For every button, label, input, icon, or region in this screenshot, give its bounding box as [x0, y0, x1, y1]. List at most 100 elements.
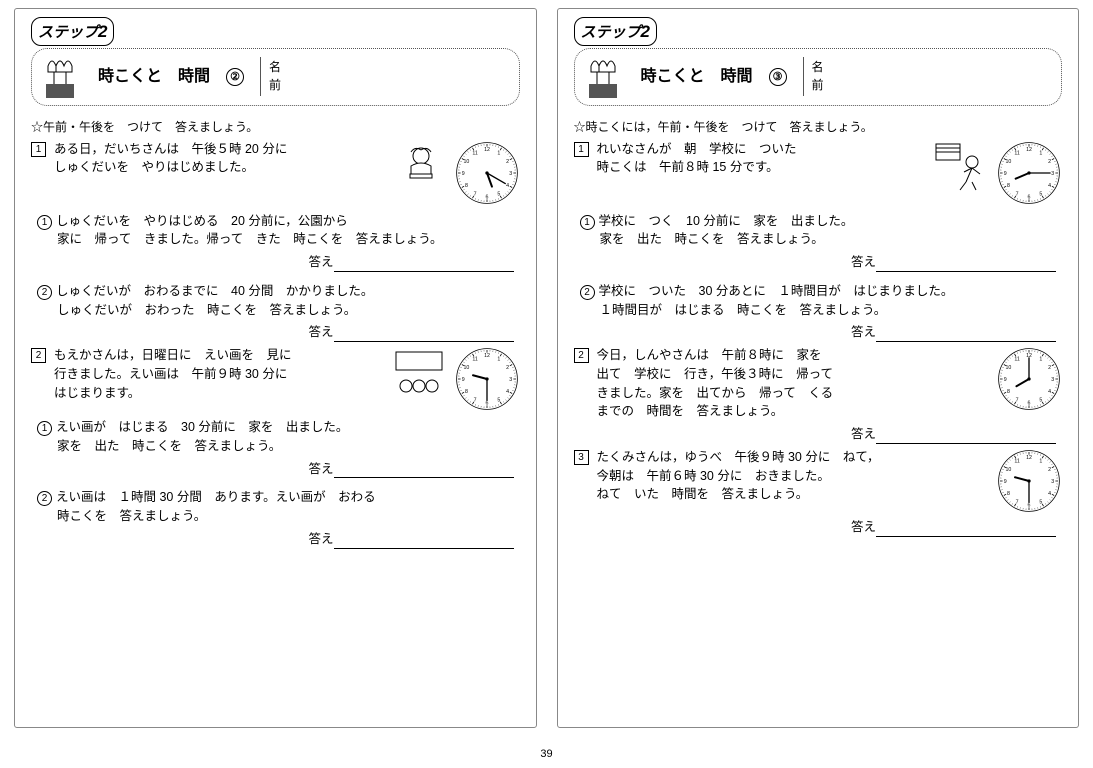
- clock-icon: 121234567891011: [454, 346, 520, 412]
- section-number: 2: [31, 348, 46, 363]
- svg-text:11: 11: [472, 150, 478, 156]
- section-3: 3 たくみさんは，ゆうべ 午後９時 30 分に ねて， 今朝は 午前６時 30 …: [574, 448, 1063, 514]
- question-1-1: 1学校に つく 10 分前に 家を 出ました。 家を 出た 時こくを 答えましょ…: [574, 212, 1063, 250]
- question-2-2: 2えい画は １時間 30 分間 あります。えい画が おわる 時こくを 答えましょ…: [31, 488, 520, 526]
- svg-text:7: 7: [1016, 499, 1019, 505]
- answer-line[interactable]: 答え: [31, 323, 520, 342]
- svg-text:1: 1: [497, 356, 500, 362]
- svg-text:4: 4: [506, 182, 509, 188]
- worksheet-left: ステップ2 時こくと 時間 ② 名 前 午前・午後を つけて 答えましょう。: [14, 8, 537, 728]
- svg-text:11: 11: [472, 356, 478, 362]
- worksheet-title: 時こくと 時間 ②: [98, 65, 244, 89]
- svg-text:2: 2: [1048, 365, 1051, 371]
- svg-text:11: 11: [1014, 150, 1020, 156]
- section-2: 2 もえかさんは，日曜日に えい画を 見に 行きました。えい画は 午前９時 30…: [31, 346, 520, 412]
- section-number: 3: [574, 450, 589, 465]
- svg-text:10: 10: [1005, 467, 1011, 473]
- svg-text:2: 2: [1048, 467, 1051, 473]
- tulip-icon: [38, 53, 82, 101]
- answer-line[interactable]: 答え: [574, 323, 1063, 342]
- question-1-2: 2学校に ついた 30 分あとに １時間目が はじまりました。 １時間目が はじ…: [574, 282, 1063, 320]
- answer-line[interactable]: 答え: [574, 425, 1063, 444]
- svg-text:9: 9: [461, 170, 464, 176]
- svg-text:11: 11: [1014, 356, 1020, 362]
- section-1: 1 れいなさんが 朝 学校に ついた 時こくは 午前８時 15 分です。 121…: [574, 140, 1063, 206]
- section-1: 1 ある日，だいちさんは 午後５時 20 分に しゅくだいを やりはじめました。…: [31, 140, 520, 206]
- clock-icon: 121234567891011: [996, 140, 1062, 206]
- svg-text:5: 5: [497, 398, 500, 404]
- name-field[interactable]: 名 前: [260, 57, 512, 96]
- svg-text:7: 7: [1016, 191, 1019, 197]
- cinema-icon: [392, 346, 446, 406]
- svg-text:7: 7: [473, 398, 476, 404]
- svg-text:5: 5: [1039, 499, 1042, 505]
- answer-line[interactable]: 答え: [31, 530, 520, 549]
- svg-text:11: 11: [1014, 458, 1020, 464]
- svg-text:8: 8: [1007, 491, 1010, 497]
- svg-text:10: 10: [463, 159, 469, 165]
- child-running-icon: [934, 140, 988, 200]
- instruction: 時こくには，午前・午後を つけて 答えましょう。: [574, 118, 1063, 136]
- svg-text:1: 1: [1039, 356, 1042, 362]
- svg-text:12: 12: [1026, 455, 1032, 461]
- svg-text:4: 4: [506, 389, 509, 395]
- tulip-icon: [581, 53, 625, 101]
- svg-text:5: 5: [1039, 191, 1042, 197]
- svg-text:8: 8: [464, 182, 467, 188]
- svg-text:2: 2: [1048, 159, 1051, 165]
- svg-text:5: 5: [1039, 398, 1042, 404]
- svg-text:2: 2: [506, 159, 509, 165]
- svg-text:9: 9: [461, 377, 464, 383]
- clock-icon: 121234567891011: [996, 448, 1062, 514]
- svg-text:12: 12: [484, 353, 490, 359]
- svg-text:12: 12: [1026, 147, 1032, 153]
- svg-text:4: 4: [1048, 389, 1051, 395]
- svg-text:9: 9: [1004, 170, 1007, 176]
- svg-text:3: 3: [1051, 377, 1054, 383]
- svg-text:1: 1: [1039, 458, 1042, 464]
- answer-line[interactable]: 答え: [31, 460, 520, 479]
- answer-line[interactable]: 答え: [574, 253, 1063, 272]
- svg-text:4: 4: [1048, 182, 1051, 188]
- svg-text:7: 7: [1016, 398, 1019, 404]
- child-studying-icon: [396, 140, 446, 196]
- svg-text:10: 10: [463, 365, 469, 371]
- clock-icon: 121234567891011: [996, 346, 1062, 412]
- svg-text:8: 8: [1007, 182, 1010, 188]
- svg-text:10: 10: [1005, 365, 1011, 371]
- svg-text:8: 8: [464, 389, 467, 395]
- svg-text:1: 1: [497, 150, 500, 156]
- svg-text:4: 4: [1048, 491, 1051, 497]
- svg-text:5: 5: [497, 191, 500, 197]
- svg-text:2: 2: [506, 365, 509, 371]
- svg-text:9: 9: [1004, 479, 1007, 485]
- svg-text:12: 12: [484, 147, 490, 153]
- section-number: 2: [574, 348, 589, 363]
- worksheet-title: 時こくと 時間 ③: [641, 65, 787, 89]
- step-badge: ステップ2: [31, 17, 114, 46]
- title-row: 時こくと 時間 ③ 名 前: [574, 48, 1063, 106]
- svg-text:1: 1: [1039, 150, 1042, 156]
- answer-line[interactable]: 答え: [574, 518, 1063, 537]
- section-number: 1: [574, 142, 589, 157]
- svg-text:7: 7: [473, 191, 476, 197]
- title-row: 時こくと 時間 ② 名 前: [31, 48, 520, 106]
- page-number: 39: [540, 746, 552, 763]
- clock-icon: 121234567891011: [454, 140, 520, 206]
- instruction: 午前・午後を つけて 答えましょう。: [31, 118, 520, 136]
- question-1-1: 1しゅくだいを やりはじめる 20 分前に，公園から 家に 帰って きました。帰…: [31, 212, 520, 250]
- section-2: 2 今日，しんやさんは 午前８時に 家を 出て 学校に 行き，午後３時に 帰って…: [574, 346, 1063, 421]
- svg-text:8: 8: [1007, 389, 1010, 395]
- svg-text:3: 3: [1051, 479, 1054, 485]
- svg-text:9: 9: [1004, 377, 1007, 383]
- svg-text:3: 3: [509, 170, 512, 176]
- worksheet-right: ステップ2 時こくと 時間 ③ 名 前 時こくには，午前・午後を つけて 答えま…: [557, 8, 1080, 728]
- svg-text:10: 10: [1005, 159, 1011, 165]
- step-badge: ステップ2: [574, 17, 657, 46]
- section-number: 1: [31, 142, 46, 157]
- question-1-2: 2しゅくだいが おわるまでに 40 分間 かかりました。 しゅくだいが おわった…: [31, 282, 520, 320]
- name-field[interactable]: 名 前: [803, 57, 1055, 96]
- svg-text:3: 3: [509, 377, 512, 383]
- svg-text:3: 3: [1051, 170, 1054, 176]
- answer-line[interactable]: 答え: [31, 253, 520, 272]
